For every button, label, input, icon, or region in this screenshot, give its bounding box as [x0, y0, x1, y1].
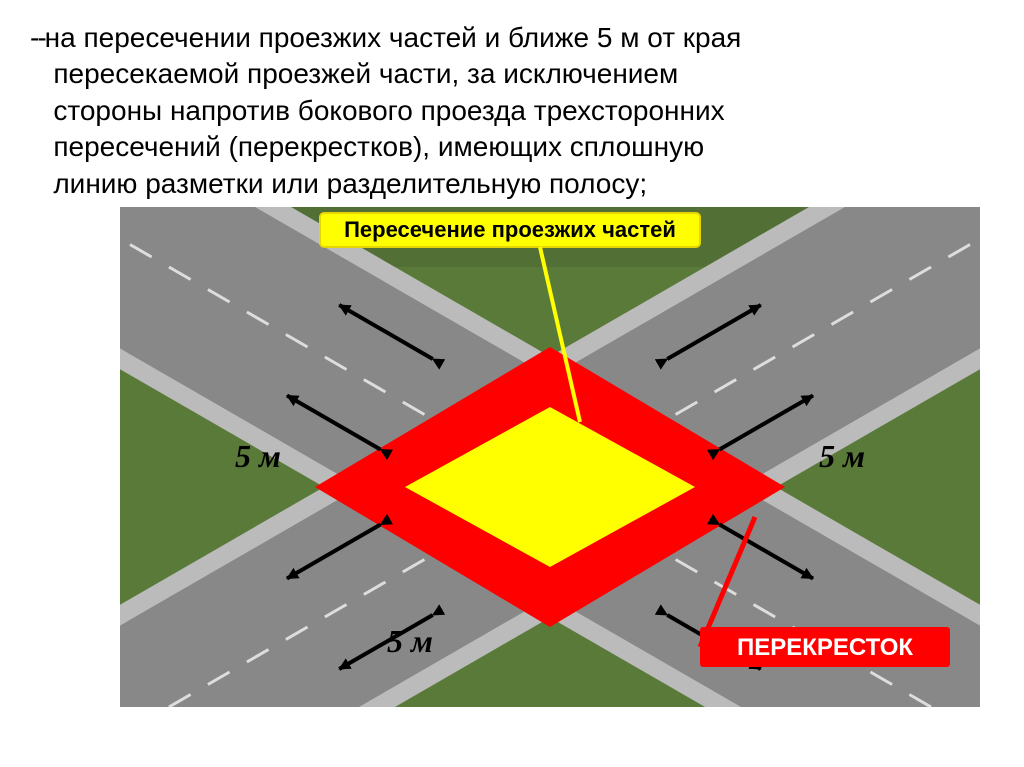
- text-line-3: стороны напротив бокового проезда трехст…: [53, 95, 724, 126]
- rule-text: --на пересечении проезжих частей и ближе…: [30, 20, 994, 202]
- distance-label: 5 м: [235, 438, 281, 474]
- text-line-4: пересечений (перекрестков), имеющих спло…: [53, 131, 704, 162]
- intersection-diagram: 5 м 5 м 5 м Пересечение проезжих частей ПЕРЕ…: [120, 207, 980, 707]
- distance-label: 5 м: [819, 438, 865, 474]
- text-line-5: линию разметки или разделительную полосу…: [53, 168, 647, 199]
- crossroad-label: ПЕРЕКРЕСТОК: [737, 634, 913, 661]
- text-line-2: пересекаемой проезжей части, за исключен…: [53, 58, 678, 89]
- dash-prefix: --: [30, 22, 45, 53]
- distance-label: 5 м: [387, 623, 433, 659]
- diagram-svg: 5 м 5 м 5 м Пересечение проезжих частей ПЕРЕ…: [120, 207, 980, 707]
- intersection-label: Пересечение проезжих частей: [344, 217, 676, 242]
- text-line-1: на пересечении проезжих частей и ближе 5…: [45, 22, 742, 53]
